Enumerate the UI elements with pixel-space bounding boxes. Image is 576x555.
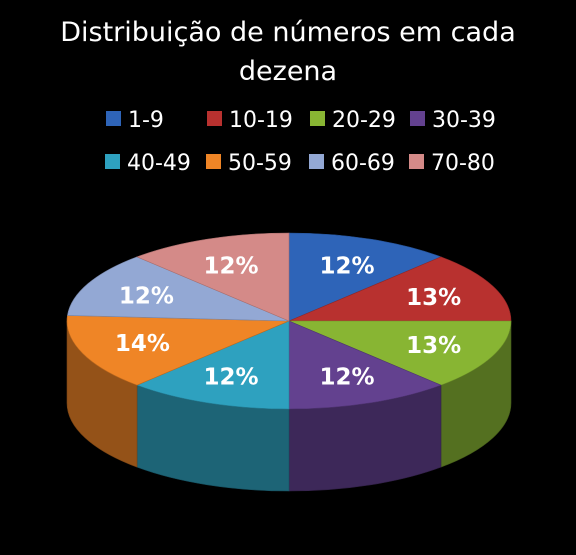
legend-entry-70-80: 70-80 (409, 151, 495, 176)
legend-label-40-49: 40-49 (127, 151, 191, 176)
legend-entry-1-9: 1-9 (106, 108, 164, 133)
legend-swatch-40-49 (105, 154, 120, 169)
chart-legend: 1-9 10-19 20-29 30-39 40-49 50-59 60-69 70-80 (105, 108, 496, 176)
legend-swatch-70-80 (409, 154, 424, 169)
legend-entry-20-29: 20-29 (310, 108, 396, 133)
legend-label-50-59: 50-59 (228, 151, 292, 176)
pie-slices (66, 232, 512, 410)
legend-label-10-19: 10-19 (229, 108, 293, 133)
legend-label-30-39: 30-39 (432, 108, 496, 133)
chart-title: Distribuição de números em cada dezena (60, 17, 516, 87)
pie-slice-20-29 (288, 320, 512, 386)
pie-slice-30-39 (288, 320, 442, 410)
chart-title-line-1: Distribuição de números em cada (60, 17, 516, 48)
data-label-60-69: 12% (119, 284, 174, 310)
pie-slice-10-19 (288, 256, 512, 322)
pie-slice-50-59 (66, 315, 290, 386)
legend-swatch-60-69 (309, 154, 324, 169)
legend-entry-30-39: 30-39 (410, 108, 496, 133)
pie-slice-40-49 (136, 320, 290, 410)
pie-data-labels: 12% 13% 13% 12% 12% 14% 12% 12% (115, 253, 461, 390)
legend-swatch-1-9 (106, 111, 121, 126)
legend-entry-10-19: 10-19 (207, 108, 293, 133)
legend-label-70-80: 70-80 (431, 151, 495, 176)
data-label-50-59: 14% (115, 331, 170, 357)
pie-slice-1-9 (288, 232, 442, 322)
pie-slice-70-80 (136, 232, 290, 322)
chart-title-line-2: dezena (239, 56, 337, 87)
data-label-30-39: 12% (319, 365, 374, 391)
data-label-70-80: 12% (203, 253, 258, 279)
data-label-20-29: 13% (406, 333, 461, 359)
legend-label-1-9: 1-9 (128, 108, 164, 133)
legend-swatch-10-19 (207, 111, 222, 126)
pie-slice-60-69 (67, 256, 290, 322)
legend-entry-50-59: 50-59 (206, 151, 292, 176)
pie-sides (66, 320, 512, 492)
legend-swatch-20-29 (310, 111, 325, 126)
legend-label-20-29: 20-29 (332, 108, 396, 133)
data-label-1-9: 12% (319, 253, 374, 279)
legend-entry-60-69: 60-69 (309, 151, 395, 176)
legend-label-60-69: 60-69 (331, 151, 395, 176)
data-label-40-49: 12% (203, 365, 258, 391)
data-label-10-19: 13% (406, 285, 461, 311)
legend-swatch-50-59 (206, 154, 221, 169)
legend-entry-40-49: 40-49 (105, 151, 191, 176)
legend-swatch-30-39 (410, 111, 425, 126)
